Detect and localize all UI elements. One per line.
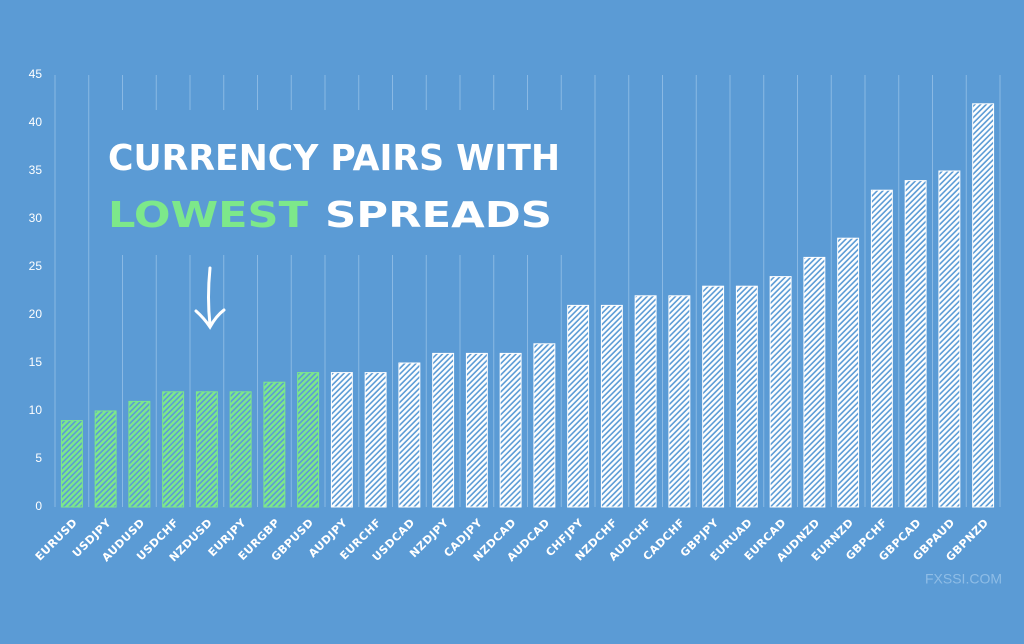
watermark: FXSSI.COM bbox=[925, 571, 1002, 587]
bar bbox=[60, 420, 83, 508]
bar bbox=[94, 410, 117, 508]
bar bbox=[499, 352, 522, 508]
bar bbox=[803, 256, 826, 508]
y-tick-label: 35 bbox=[29, 163, 43, 177]
bar bbox=[195, 391, 218, 508]
bar bbox=[870, 189, 893, 508]
bar bbox=[668, 295, 691, 508]
bars bbox=[60, 103, 995, 508]
bar bbox=[972, 103, 995, 508]
bar bbox=[938, 170, 961, 508]
bar bbox=[128, 400, 151, 508]
title-rest: SPREADS bbox=[325, 195, 552, 236]
bar bbox=[837, 237, 860, 508]
y-tick-label: 0 bbox=[35, 499, 42, 513]
bar bbox=[567, 304, 590, 508]
bar bbox=[634, 295, 657, 508]
bar bbox=[432, 352, 455, 508]
bar bbox=[904, 180, 927, 508]
y-tick-label: 5 bbox=[35, 451, 42, 465]
grid bbox=[48, 74, 1001, 508]
arrow bbox=[194, 266, 226, 330]
bar bbox=[364, 372, 387, 508]
bar bbox=[735, 285, 758, 508]
y-tick-label: 40 bbox=[29, 115, 43, 129]
bar bbox=[533, 343, 556, 508]
bar bbox=[465, 352, 488, 508]
y-tick-label: 20 bbox=[29, 307, 43, 321]
bar bbox=[297, 372, 320, 508]
bar bbox=[398, 362, 421, 508]
title-highlight: LOWEST bbox=[108, 195, 309, 236]
y-tick-label: 15 bbox=[29, 355, 43, 369]
bar bbox=[600, 304, 623, 508]
y-tick-label: 45 bbox=[29, 67, 43, 81]
bar bbox=[263, 381, 286, 508]
bar bbox=[702, 285, 725, 508]
x-tick-label: EURUSD bbox=[33, 516, 80, 563]
title-backdrop bbox=[100, 110, 570, 255]
bar bbox=[229, 391, 252, 508]
bar bbox=[330, 372, 353, 508]
y-tick-label: 25 bbox=[29, 259, 43, 273]
y-tick-label: 30 bbox=[29, 211, 43, 225]
y-tick-label: 10 bbox=[29, 403, 43, 417]
chart-title: CURRENCY PAIRS WITH bbox=[108, 138, 560, 179]
bar bbox=[769, 276, 792, 508]
bar bbox=[162, 391, 185, 508]
